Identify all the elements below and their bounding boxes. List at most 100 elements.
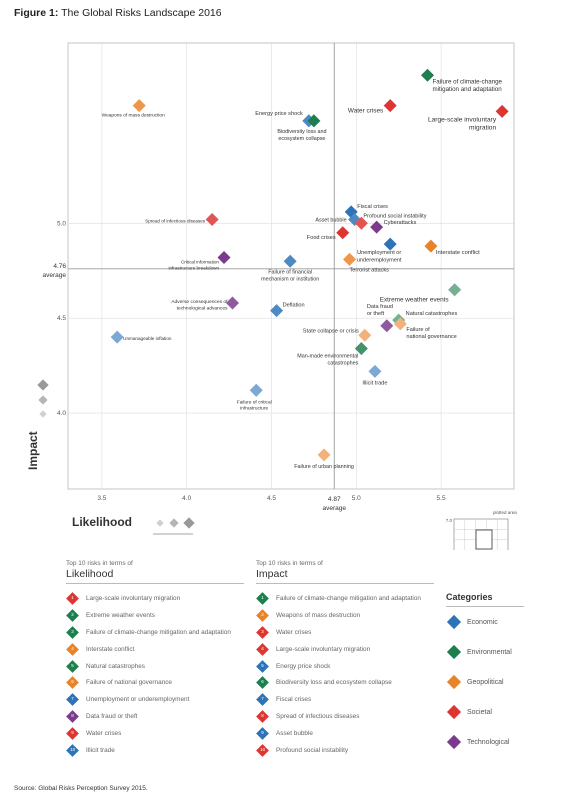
impact-scale-diamond — [38, 395, 48, 405]
risk-point-label: national governance — [406, 334, 456, 340]
category-label: Geopolitical — [467, 678, 504, 686]
risk-point-label: technological advances — [177, 306, 228, 312]
likelihood-list-item: 6 Failure of national governance — [66, 674, 244, 691]
category-label: Environmental — [467, 648, 512, 656]
likelihood-scale-diamond — [156, 519, 164, 527]
risk-point-marker — [132, 99, 146, 113]
plot-frame — [67, 42, 515, 490]
likelihood-list-item: 4 Interstate conflict — [66, 641, 244, 658]
impact-list-subtitle: Top 10 risks in terms of — [256, 560, 323, 567]
risk-point-marker — [495, 104, 509, 118]
impact-list-item: 6 Biodiversity loss and ecosystem collaps… — [256, 674, 434, 691]
risk-point-label: Failure of urban planning — [294, 464, 354, 470]
likelihood-list-item: 1 Large-scale involuntary migration — [66, 590, 244, 607]
impact-list-item: 7 Fiscal crises — [256, 691, 434, 708]
risk-point-label: Adverse consequences of — [171, 299, 228, 305]
risk-point-marker — [383, 237, 397, 251]
rank-diamond-icon: 5 — [66, 659, 79, 673]
risk-point-label: mitigation and adaptation — [433, 86, 503, 93]
y-tick-label: 4.0 — [57, 410, 66, 417]
inset-label: plotted area — [493, 510, 517, 515]
risk-point-marker — [343, 252, 357, 266]
risk-point-label: Data fraud — [367, 304, 393, 310]
risk-point-label: Energy price shock — [255, 111, 303, 117]
impact-top10-list: Top 10 risks in terms of Impact 1 Failure… — [256, 560, 434, 759]
risk-point-label: Man-made environmental — [297, 354, 358, 360]
risk-point-marker — [283, 254, 297, 268]
impact-axis-label: Impact — [26, 431, 40, 470]
category-legend-item: Economic — [446, 607, 524, 637]
risk-point-label: Critical information — [181, 259, 219, 264]
likelihood-list-item: 7 Unemployment or underemployment — [66, 691, 244, 708]
risk-point-marker — [380, 319, 394, 333]
x-tick-label: 3.5 — [97, 495, 106, 502]
risk-point-marker — [393, 317, 407, 331]
rank-number: 1 — [71, 595, 74, 601]
category-diamond-icon — [446, 614, 462, 630]
rank-label: Illicit trade — [86, 746, 115, 754]
y-tick-label: 5.0 — [57, 220, 66, 227]
risk-point-label: State collapse or crisis — [303, 328, 359, 334]
risk-point-label: Biodiversity loss and — [277, 129, 326, 135]
rank-diamond-icon: 1 — [66, 592, 79, 605]
rank-label: Fiscal crises — [276, 696, 312, 704]
rank-number: 4 — [71, 645, 74, 651]
likelihood-list-divider — [66, 583, 244, 584]
inset-plotted-area — [475, 529, 493, 550]
risk-point-marker — [383, 99, 397, 113]
risk-point-marker — [368, 364, 382, 378]
categories-legend: Categories Economic Environmental Geopolit… — [446, 592, 524, 757]
impact-list-item: 8 Spread of infectious diseases — [256, 708, 434, 725]
rank-number: 6 — [261, 679, 264, 685]
rank-label: Large-scale involuntary migration — [276, 645, 371, 653]
category-legend-item: Societal — [446, 697, 524, 727]
inset-frame — [453, 518, 509, 550]
risk-point-marker — [205, 212, 219, 227]
y-tick-label: 4.5 — [57, 315, 66, 322]
rank-label: Extreme weather events — [86, 611, 155, 619]
impact-scale-diamond — [39, 410, 47, 418]
likelihood-list-item: 10 Illicit trade — [66, 742, 244, 759]
risk-point-marker — [370, 220, 384, 234]
rank-label: Spread of infectious diseases — [276, 713, 360, 721]
rank-label: Failure of climate-change mitigation and… — [276, 594, 421, 602]
rank-label: Water crises — [276, 628, 312, 636]
category-diamond-icon — [446, 644, 462, 660]
likelihood-axis-label: Likelihood — [72, 515, 132, 529]
rank-number: 8 — [71, 713, 74, 719]
risk-point-marker — [225, 296, 239, 310]
rank-diamond-icon: 1 — [256, 592, 269, 605]
x-tick-label: 5.5 — [437, 495, 446, 502]
rank-number: 3 — [261, 628, 264, 634]
likelihood-list-item: 3 Failure of climate-change mitigation an… — [66, 624, 244, 641]
rank-diamond-icon: 10 — [66, 744, 79, 757]
rank-label: Profound social instability — [276, 746, 349, 754]
rank-diamond-icon: 4 — [256, 642, 269, 656]
rank-label: Weapons of mass destruction — [276, 611, 361, 619]
risk-point-label: Food crises — [307, 235, 336, 241]
rank-number: 8 — [261, 713, 264, 719]
risk-point-label: Spread of infectious diseases — [145, 219, 206, 224]
risk-point-label: Cyberattacks — [384, 220, 417, 226]
rank-diamond-icon: 7 — [256, 693, 269, 707]
likelihood-scale-diamond — [169, 518, 179, 528]
risk-point-label: Terrorist attacks — [350, 267, 390, 273]
risk-point-label: Illicit trade — [362, 380, 387, 386]
risk-point-label: or theft — [367, 311, 385, 317]
average-x-value: 4.87 — [328, 496, 341, 503]
rank-label: Large-scale involuntary migration — [86, 594, 181, 602]
risk-point-marker — [217, 250, 231, 264]
rank-diamond-icon: 3 — [66, 625, 79, 639]
rank-diamond-icon: 8 — [66, 710, 79, 724]
risk-point-label: Water crises — [348, 108, 383, 115]
rank-diamond-icon: 6 — [256, 676, 269, 690]
likelihood-list-subtitle: Top 10 risks in terms of — [66, 560, 133, 567]
risk-point-label: Failure of — [406, 327, 430, 333]
risk-point-label: Fiscal crises — [357, 204, 388, 210]
risk-point-label: Weapons of mass destruction — [102, 113, 165, 119]
risk-point-marker — [249, 383, 263, 397]
risk-point-label: underemployment — [357, 257, 402, 263]
rank-diamond-icon: 3 — [256, 625, 269, 639]
figure-title: Figure 1: The Global Risks Landscape 201… — [14, 7, 222, 19]
rank-diamond-icon: 2 — [66, 608, 79, 622]
